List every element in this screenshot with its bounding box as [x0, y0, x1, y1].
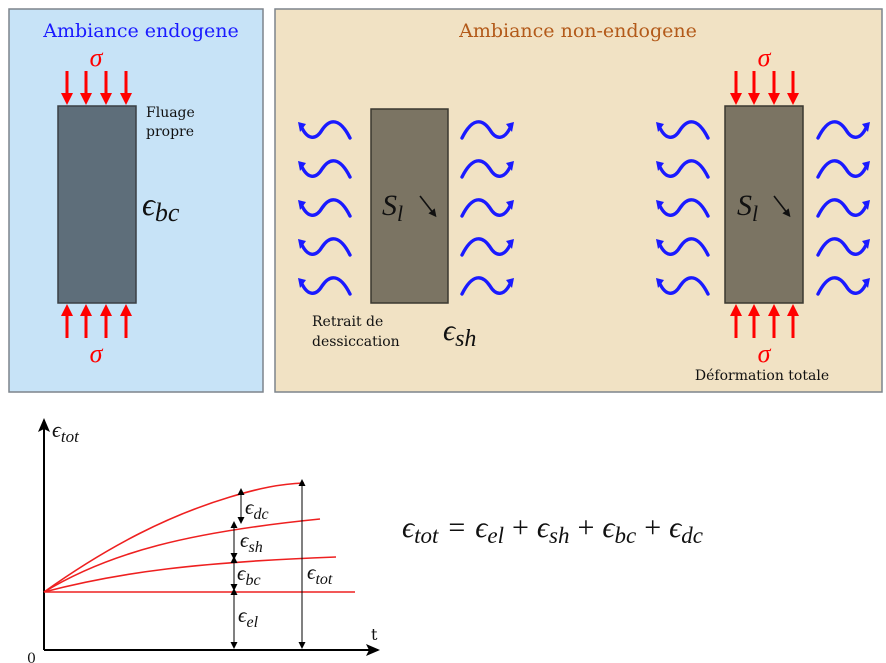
total-sample-sigma-top: σ	[758, 43, 772, 72]
creep-label-line2: propre	[146, 124, 194, 140]
drying-sample	[370, 108, 449, 304]
basic-creep-strain: ϵbc	[142, 186, 180, 227]
label-dc: ϵdc	[245, 495, 269, 523]
x-axis-label: t	[371, 625, 378, 644]
creep-label-line1: Fluage	[146, 105, 195, 121]
y-axis-label: ϵtot	[52, 417, 80, 446]
label-bc: ϵbc	[237, 561, 261, 589]
total-deformation-label: Déformation totale	[695, 368, 829, 384]
diffusion-arrow-icon	[773, 195, 791, 218]
total-sample-sigma-bottom: σ	[758, 339, 772, 368]
total-strain-curve	[43, 482, 305, 593]
drying-shrinkage-label-line1: Retrait de	[312, 314, 383, 330]
non-endogenous-title: Ambiance non-endogene	[458, 20, 697, 42]
diffusion-arrow-icon	[419, 195, 437, 218]
endogenous-title: Ambiance endogene	[42, 20, 238, 42]
drying-sample-symbol: Sl	[382, 189, 403, 226]
endogenous-sigma-bottom: σ	[90, 339, 104, 368]
strain-decomposition-equation: ϵtot = ϵel + ϵsh + ϵbc + ϵdc	[402, 511, 703, 548]
label-el: ϵel	[238, 603, 259, 631]
endogenous-sample	[57, 105, 137, 304]
label-sh: ϵsh	[240, 528, 263, 556]
drying-shrinkage-curve	[43, 518, 321, 593]
total-deformation-sample	[724, 105, 804, 304]
basic-creep-curve	[43, 556, 337, 593]
drying-shrinkage-strain: ϵsh	[443, 314, 476, 352]
endogenous-sigma-top: σ	[90, 43, 104, 72]
label-tot: ϵtot	[307, 560, 333, 588]
total-sample-symbol: Sl	[737, 189, 758, 226]
strain-time-chart: ϵtot t 0 ϵdc ϵsh ϵbc ϵel ϵtot	[27, 417, 380, 663]
origin-label: 0	[27, 651, 36, 663]
drying-shrinkage-label-line2: dessiccation	[312, 334, 400, 350]
